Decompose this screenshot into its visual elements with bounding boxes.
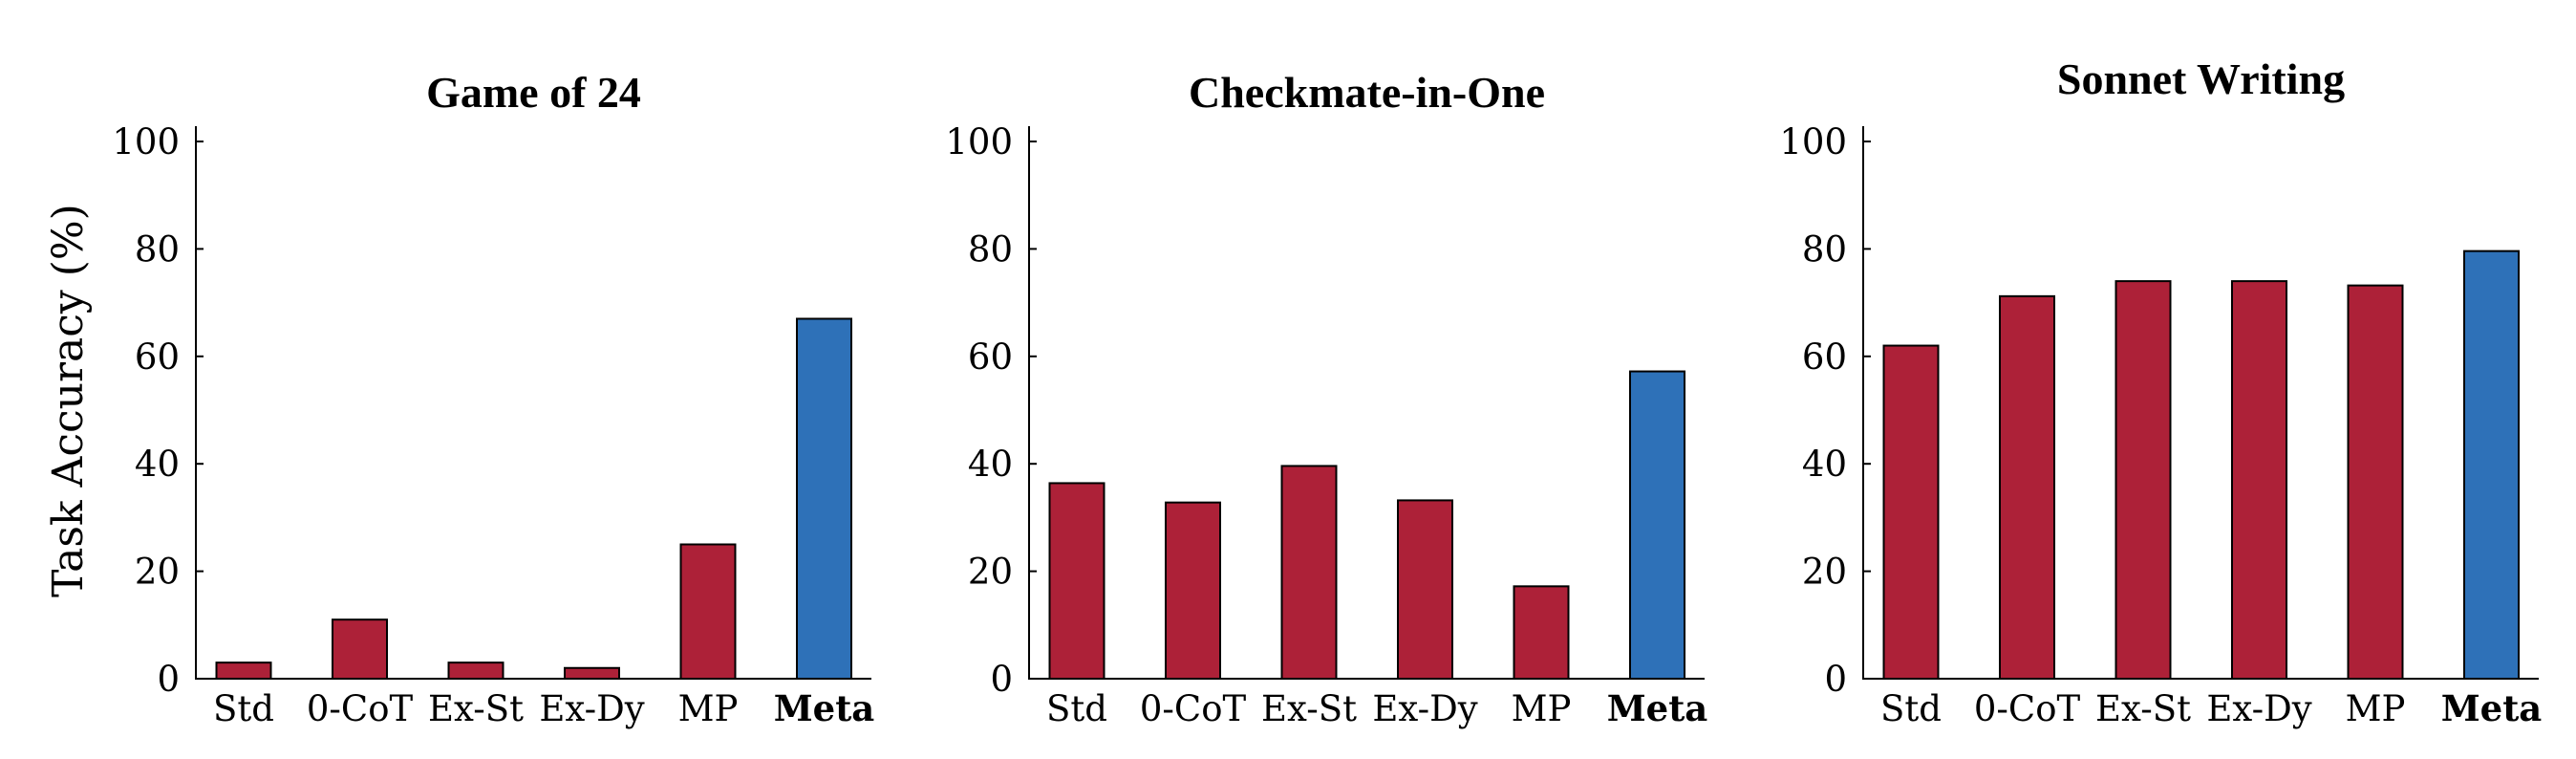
y-tick-label: 60 xyxy=(135,336,180,378)
y-tick-label: 60 xyxy=(968,336,1013,378)
x-tick-label: 0-CoT xyxy=(1140,688,1247,729)
chart-panel-3: Sonnet Writing 0 20 40 60 80 100 Std 0-CoT Ex-St E… xyxy=(1779,54,2542,729)
chart-title: Sonnet Writing xyxy=(2057,54,2345,103)
bar-meta xyxy=(1629,370,1685,680)
x-tick-label: Std xyxy=(1880,688,1942,729)
y-tick-label: 0 xyxy=(157,659,180,700)
x-tick-label: Meta xyxy=(774,687,875,729)
x-tick-label: Ex-St xyxy=(428,688,524,729)
x-tick-label: Ex-Dy xyxy=(2206,688,2311,729)
y-tick-label: 40 xyxy=(968,444,1013,485)
y-tick-label: 80 xyxy=(968,228,1013,270)
bar-0-cot xyxy=(1165,501,1221,680)
y-tick-label: 0 xyxy=(1824,659,1847,700)
x-tick-label: Meta xyxy=(1607,687,1708,729)
y-tick-label: 80 xyxy=(135,228,180,270)
bar-mp xyxy=(2347,284,2404,680)
x-tick-label: MP xyxy=(678,688,739,729)
chart-title: Game of 24 xyxy=(426,68,641,117)
bar-mp xyxy=(1513,585,1570,680)
y-tick-label: 100 xyxy=(945,121,1013,163)
y-tick-label: 80 xyxy=(1802,228,1847,270)
x-tick-label: Std xyxy=(1046,688,1107,729)
bar-0-cot xyxy=(332,618,388,680)
bar-0-cot xyxy=(1999,294,2055,680)
y-tick-label: 40 xyxy=(1802,444,1847,485)
y-tick-label: 100 xyxy=(112,121,180,163)
x-tick-label: Ex-Dy xyxy=(1372,688,1477,729)
bar-meta xyxy=(796,317,852,680)
bar-ex-dy xyxy=(564,666,620,681)
bar-ex-st xyxy=(447,661,504,681)
y-tick-label: 0 xyxy=(990,659,1013,700)
x-tick-label: MP xyxy=(1512,688,1572,729)
y-tick-label: 20 xyxy=(135,552,180,593)
bar-std xyxy=(215,661,272,681)
x-tick-label: Ex-St xyxy=(2095,688,2191,729)
bar-mp xyxy=(679,543,737,680)
chart-panel-1: Game of 24 0 20 40 60 80 100 Std 0-CoT Ex-St Ex-Dy… xyxy=(44,68,874,729)
y-tick-label: 60 xyxy=(1802,336,1847,378)
y-tick-label: 100 xyxy=(1779,121,1847,163)
bar-std xyxy=(1048,482,1106,680)
x-tick-label: Ex-Dy xyxy=(539,688,644,729)
x-tick-label: MP xyxy=(2346,688,2406,729)
chart-panel-2: Checkmate-in-One 0 20 40 60 80 100 Std 0-CoT Ex-S… xyxy=(945,68,1707,729)
x-tick-label: Std xyxy=(213,688,274,729)
bar-std xyxy=(1882,344,1940,680)
chart-title: Checkmate-in-One xyxy=(1189,68,1545,117)
bar-ex-st xyxy=(2114,280,2172,680)
x-tick-label: Ex-St xyxy=(1261,688,1357,729)
y-tick-label: 20 xyxy=(968,552,1013,593)
y-tick-label: 20 xyxy=(1802,552,1847,593)
x-tick-label: 0-CoT xyxy=(1974,688,2081,729)
x-tick-label: 0-CoT xyxy=(307,688,414,729)
bar-ex-dy xyxy=(1397,499,1453,681)
bar-ex-dy xyxy=(2231,280,2287,680)
x-tick-label: Meta xyxy=(2441,687,2543,729)
bar-meta xyxy=(2463,249,2520,680)
y-tick-label: 40 xyxy=(135,444,180,485)
bar-ex-st xyxy=(1280,465,1338,680)
y-axis-label: Task Accuracy (%) xyxy=(44,204,93,597)
